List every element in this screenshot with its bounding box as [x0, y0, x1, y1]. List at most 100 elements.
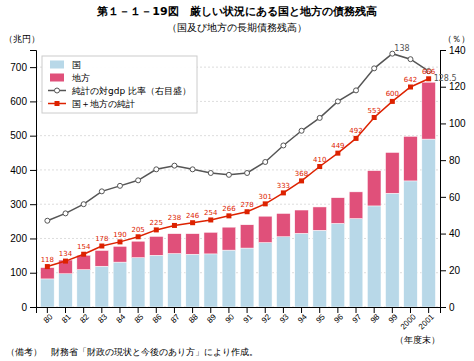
- x-tick-label: 96: [332, 312, 345, 325]
- bar: [349, 192, 363, 219]
- y-axis-part: 200: [10, 233, 36, 244]
- marker: [408, 85, 413, 90]
- marker: [99, 189, 104, 194]
- bar: [186, 254, 200, 307]
- y-axis-part: 100: [10, 267, 36, 278]
- bar: [41, 279, 55, 307]
- x-axis-part: 84: [115, 307, 128, 325]
- marker: [154, 167, 159, 172]
- bar: [77, 255, 91, 269]
- legend-swatch: [50, 74, 64, 82]
- data-label: 118: [41, 256, 54, 264]
- bar: [422, 139, 436, 307]
- marker: [45, 264, 50, 269]
- x-axis-part: 98: [369, 307, 382, 325]
- marker: [299, 178, 304, 183]
- y-tick: [30, 101, 36, 102]
- x-tick-label: 95: [314, 312, 327, 325]
- y-axis-line: [30, 51, 37, 308]
- marker: [263, 159, 268, 164]
- marker: [245, 209, 250, 214]
- x-tick-label: 99: [387, 312, 400, 325]
- x-axis-part: 90: [223, 307, 236, 325]
- y2-tick-label: 60: [449, 192, 461, 203]
- x-tick-label: 85: [133, 312, 146, 325]
- marker: [354, 88, 359, 93]
- data-label: 190: [113, 231, 126, 239]
- marker: [99, 244, 104, 249]
- x-axis-part: 81: [60, 307, 73, 325]
- bar: [367, 206, 381, 307]
- note: （備考） 財務省「財政の現状と今後のあり方」により作成。: [6, 347, 258, 357]
- bar: [95, 250, 109, 266]
- marker: [136, 234, 141, 239]
- y-tick-label: 500: [10, 130, 27, 141]
- x-tick-label: 89: [205, 312, 218, 325]
- subtitle: （国及び地方の長期債務残高）: [167, 22, 307, 33]
- x-tick-label: 2000: [399, 312, 418, 331]
- marker: [190, 220, 195, 225]
- bar: [313, 230, 327, 307]
- marker: [117, 239, 122, 244]
- x-tick-label: 87: [169, 312, 182, 325]
- marker: [390, 99, 395, 104]
- marker: [117, 183, 122, 188]
- y2-axis-part: 140: [440, 45, 466, 56]
- y2-tick-label: 80: [449, 155, 461, 166]
- y2-tick-label: 140: [449, 45, 466, 56]
- bar: [222, 227, 236, 250]
- y-axis: 0100200300400500600700: [10, 51, 36, 313]
- bar: [113, 246, 127, 262]
- x-axis-part: 2001: [417, 307, 436, 331]
- line-series: [45, 76, 431, 269]
- bar: [295, 233, 309, 307]
- marker: [63, 259, 68, 264]
- x-axis-part: 92: [260, 307, 273, 325]
- marker: [63, 211, 68, 216]
- y-tick: [30, 67, 36, 68]
- x-tick-label: 90: [223, 312, 236, 325]
- marker: [408, 57, 413, 62]
- y2-tick: [440, 270, 446, 271]
- x-axis-part: 82: [78, 307, 91, 325]
- bar: [113, 262, 127, 307]
- x-tick-label: 81: [60, 312, 73, 325]
- bar: [186, 234, 200, 255]
- bar: [295, 210, 309, 233]
- data-label: 246: [186, 212, 200, 220]
- y-axis-part: 500: [10, 130, 36, 141]
- bar: [240, 248, 254, 307]
- marker: [372, 66, 377, 71]
- x-axis-part: 95: [314, 307, 327, 325]
- x-tick-label: 88: [187, 312, 200, 325]
- legend-marker: [55, 88, 60, 93]
- bar: [168, 234, 182, 254]
- x-tick-label: 94: [296, 312, 309, 325]
- x-tick-label: 93: [278, 312, 291, 325]
- bar: [258, 216, 272, 242]
- marker: [281, 143, 286, 148]
- legend-marker: [55, 101, 60, 106]
- bar: [386, 193, 400, 307]
- data-label: 449: [331, 142, 344, 150]
- grid-line: [36, 169, 440, 170]
- y-axis-part: 300: [10, 199, 36, 210]
- legend-swatch: [50, 61, 64, 69]
- marker: [317, 115, 322, 120]
- bar: [204, 254, 218, 307]
- data-label: 368: [295, 170, 308, 178]
- y-tick-label: 700: [10, 62, 27, 73]
- data-label: 254: [204, 209, 218, 217]
- bar: [149, 255, 163, 307]
- annotation: 128.5: [434, 74, 457, 83]
- y-tick-label: 300: [10, 199, 27, 210]
- data-label: 266: [222, 205, 236, 213]
- x-axis-part: 93: [278, 307, 291, 325]
- marker: [263, 201, 268, 206]
- data-label: 333: [277, 182, 290, 190]
- y2-axis-part: 40: [440, 228, 461, 239]
- marker: [299, 128, 304, 133]
- marker: [136, 178, 141, 183]
- marker: [172, 163, 177, 168]
- x-tick-label: 97: [351, 312, 364, 325]
